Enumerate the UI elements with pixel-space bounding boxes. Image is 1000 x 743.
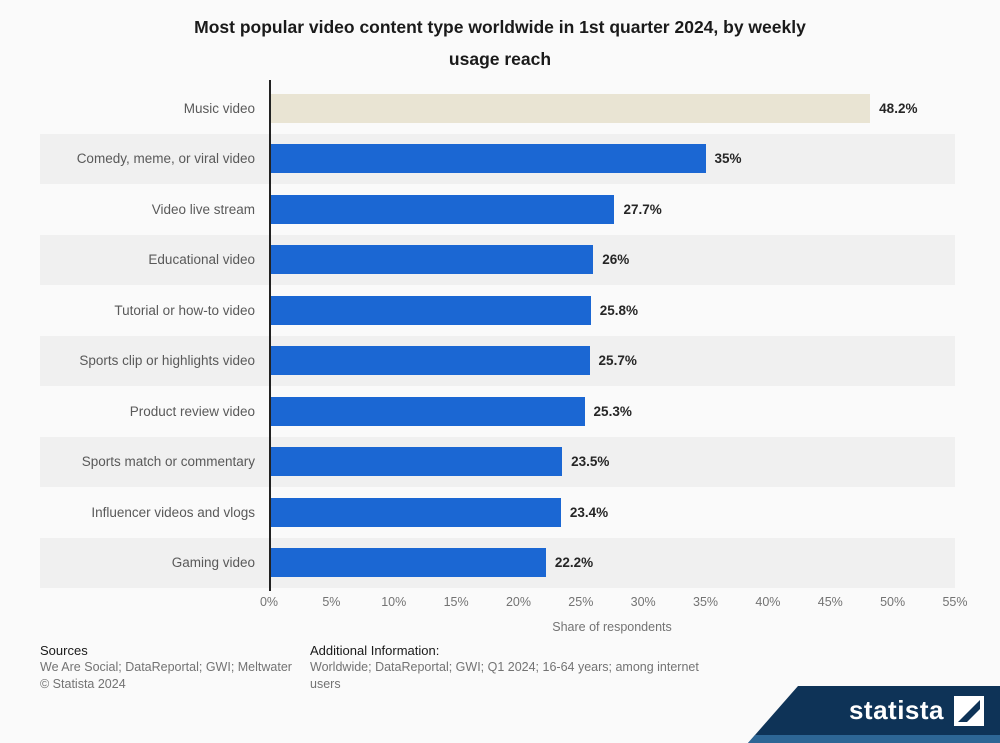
category-label: Comedy, meme, or viral video <box>76 151 255 167</box>
bar-row: Music video 48.2% <box>40 83 955 134</box>
category-label: Educational video <box>148 252 255 268</box>
value-label: 26% <box>602 252 630 268</box>
value-label: 23.5% <box>571 454 610 470</box>
x-tick-label: 0% <box>259 595 279 609</box>
category-label: Product review video <box>129 403 255 419</box>
bar-row: Sports clip or highlights video 25.7% <box>40 335 955 387</box>
category-label: Tutorial or how-to video <box>114 302 255 318</box>
bar-area: 23.4% <box>269 487 955 538</box>
plot-rows: Music video 48.2% Comedy, meme, or viral… <box>40 80 955 591</box>
x-tick-label: 55% <box>942 595 968 609</box>
value-label: 23.4% <box>569 504 609 520</box>
value-label: 25.3% <box>593 403 632 419</box>
x-tick-label: 40% <box>755 595 781 609</box>
bar[interactable] <box>269 245 594 275</box>
bar-row: Influencer videos and vlogs 23.4% <box>40 487 955 538</box>
sources-block: Sources We Are Social; DataReportal; GWI… <box>40 642 292 693</box>
bar-area: 27.7% <box>269 184 955 235</box>
statista-banner[interactable]: statista <box>748 686 1000 743</box>
statista-logo-icon <box>954 695 984 726</box>
statista-logo-text: statista <box>848 695 944 725</box>
value-label: 25.7% <box>598 353 637 369</box>
x-axis: 0% 5% 10% 15% 20% 25% 30% 35% 40% 45% 50% 55% <box>260 595 968 613</box>
value-label: 48.2% <box>879 100 918 116</box>
y-axis-line <box>269 80 271 591</box>
x-tick-label: 15% <box>443 595 469 609</box>
value-label: 22.2% <box>554 555 594 571</box>
bar[interactable] <box>269 396 585 426</box>
category-label: Sports clip or highlights video <box>79 353 255 369</box>
category-label: Influencer videos and vlogs <box>91 504 255 520</box>
sources-label: Sources <box>40 643 88 658</box>
x-axis-label: Share of respondents <box>552 620 672 634</box>
additional-info-block: Additional Information: Worldwide; DataR… <box>310 642 710 693</box>
bar[interactable] <box>269 497 561 527</box>
bar-area: 48.2% <box>269 83 955 134</box>
category-label: Sports match or commentary <box>81 454 255 470</box>
value-label: 27.7% <box>623 201 662 217</box>
x-tick-label: 20% <box>505 595 531 609</box>
x-tick-label: 50% <box>880 595 906 609</box>
copyright-line: © Statista 2024 <box>40 677 126 691</box>
bar[interactable] <box>269 194 615 224</box>
bar[interactable] <box>269 295 591 325</box>
banner-content: statista <box>748 686 984 735</box>
sources-line: We Are Social; DataReportal; GWI; Meltwa… <box>40 660 292 674</box>
bar-area: 25.7% <box>269 336 955 387</box>
x-tick-label: 10% <box>381 595 407 609</box>
additional-info-label: Additional Information: <box>310 643 440 658</box>
bar[interactable] <box>269 548 546 578</box>
category-label: Video live stream <box>151 201 255 217</box>
value-label: 35% <box>714 151 742 167</box>
bar-row: Product review video 25.3% <box>40 386 955 437</box>
chart-title: Most popular video content type worldwid… <box>0 0 1000 75</box>
value-label: 25.8% <box>599 302 639 318</box>
banner-accent-strip <box>748 735 1000 743</box>
bar-row: Educational video 26% <box>40 234 955 286</box>
bar-area: 25.3% <box>269 386 955 437</box>
bar-row: Gaming video 22.2% <box>40 537 955 589</box>
bar-row: Comedy, meme, or viral video 35% <box>40 133 955 185</box>
bar[interactable] <box>269 346 590 376</box>
bar-area: 23.5% <box>269 437 955 488</box>
x-tick-label: 5% <box>322 595 341 609</box>
bar-area: 26% <box>269 235 955 286</box>
x-tick-label: 35% <box>693 595 719 609</box>
additional-info-text: Worldwide; DataReportal; GWI; Q1 2024; 1… <box>310 660 699 691</box>
bar-row: Tutorial or how-to video 25.8% <box>40 285 955 336</box>
bar-chart: Music video 48.2% Comedy, meme, or viral… <box>40 80 968 634</box>
category-label: Gaming video <box>171 555 255 571</box>
x-tick-label: 45% <box>817 595 843 609</box>
bar[interactable] <box>269 144 706 174</box>
category-label: Music video <box>183 100 255 116</box>
chart-title-line-2: usage reach <box>448 49 552 69</box>
bar-area: 25.8% <box>269 285 955 336</box>
bar-area: 35% <box>269 134 955 185</box>
bar[interactable] <box>269 447 563 477</box>
chart-title-line-1: Most popular video content type worldwid… <box>194 17 806 37</box>
bar-area: 22.2% <box>269 538 955 589</box>
bar-row: Video live stream 27.7% <box>40 184 955 235</box>
x-tick-label: 25% <box>568 595 594 609</box>
x-tick-label: 30% <box>630 595 656 609</box>
bar-row: Sports match or commentary 23.5% <box>40 436 955 488</box>
bar[interactable] <box>269 93 871 123</box>
